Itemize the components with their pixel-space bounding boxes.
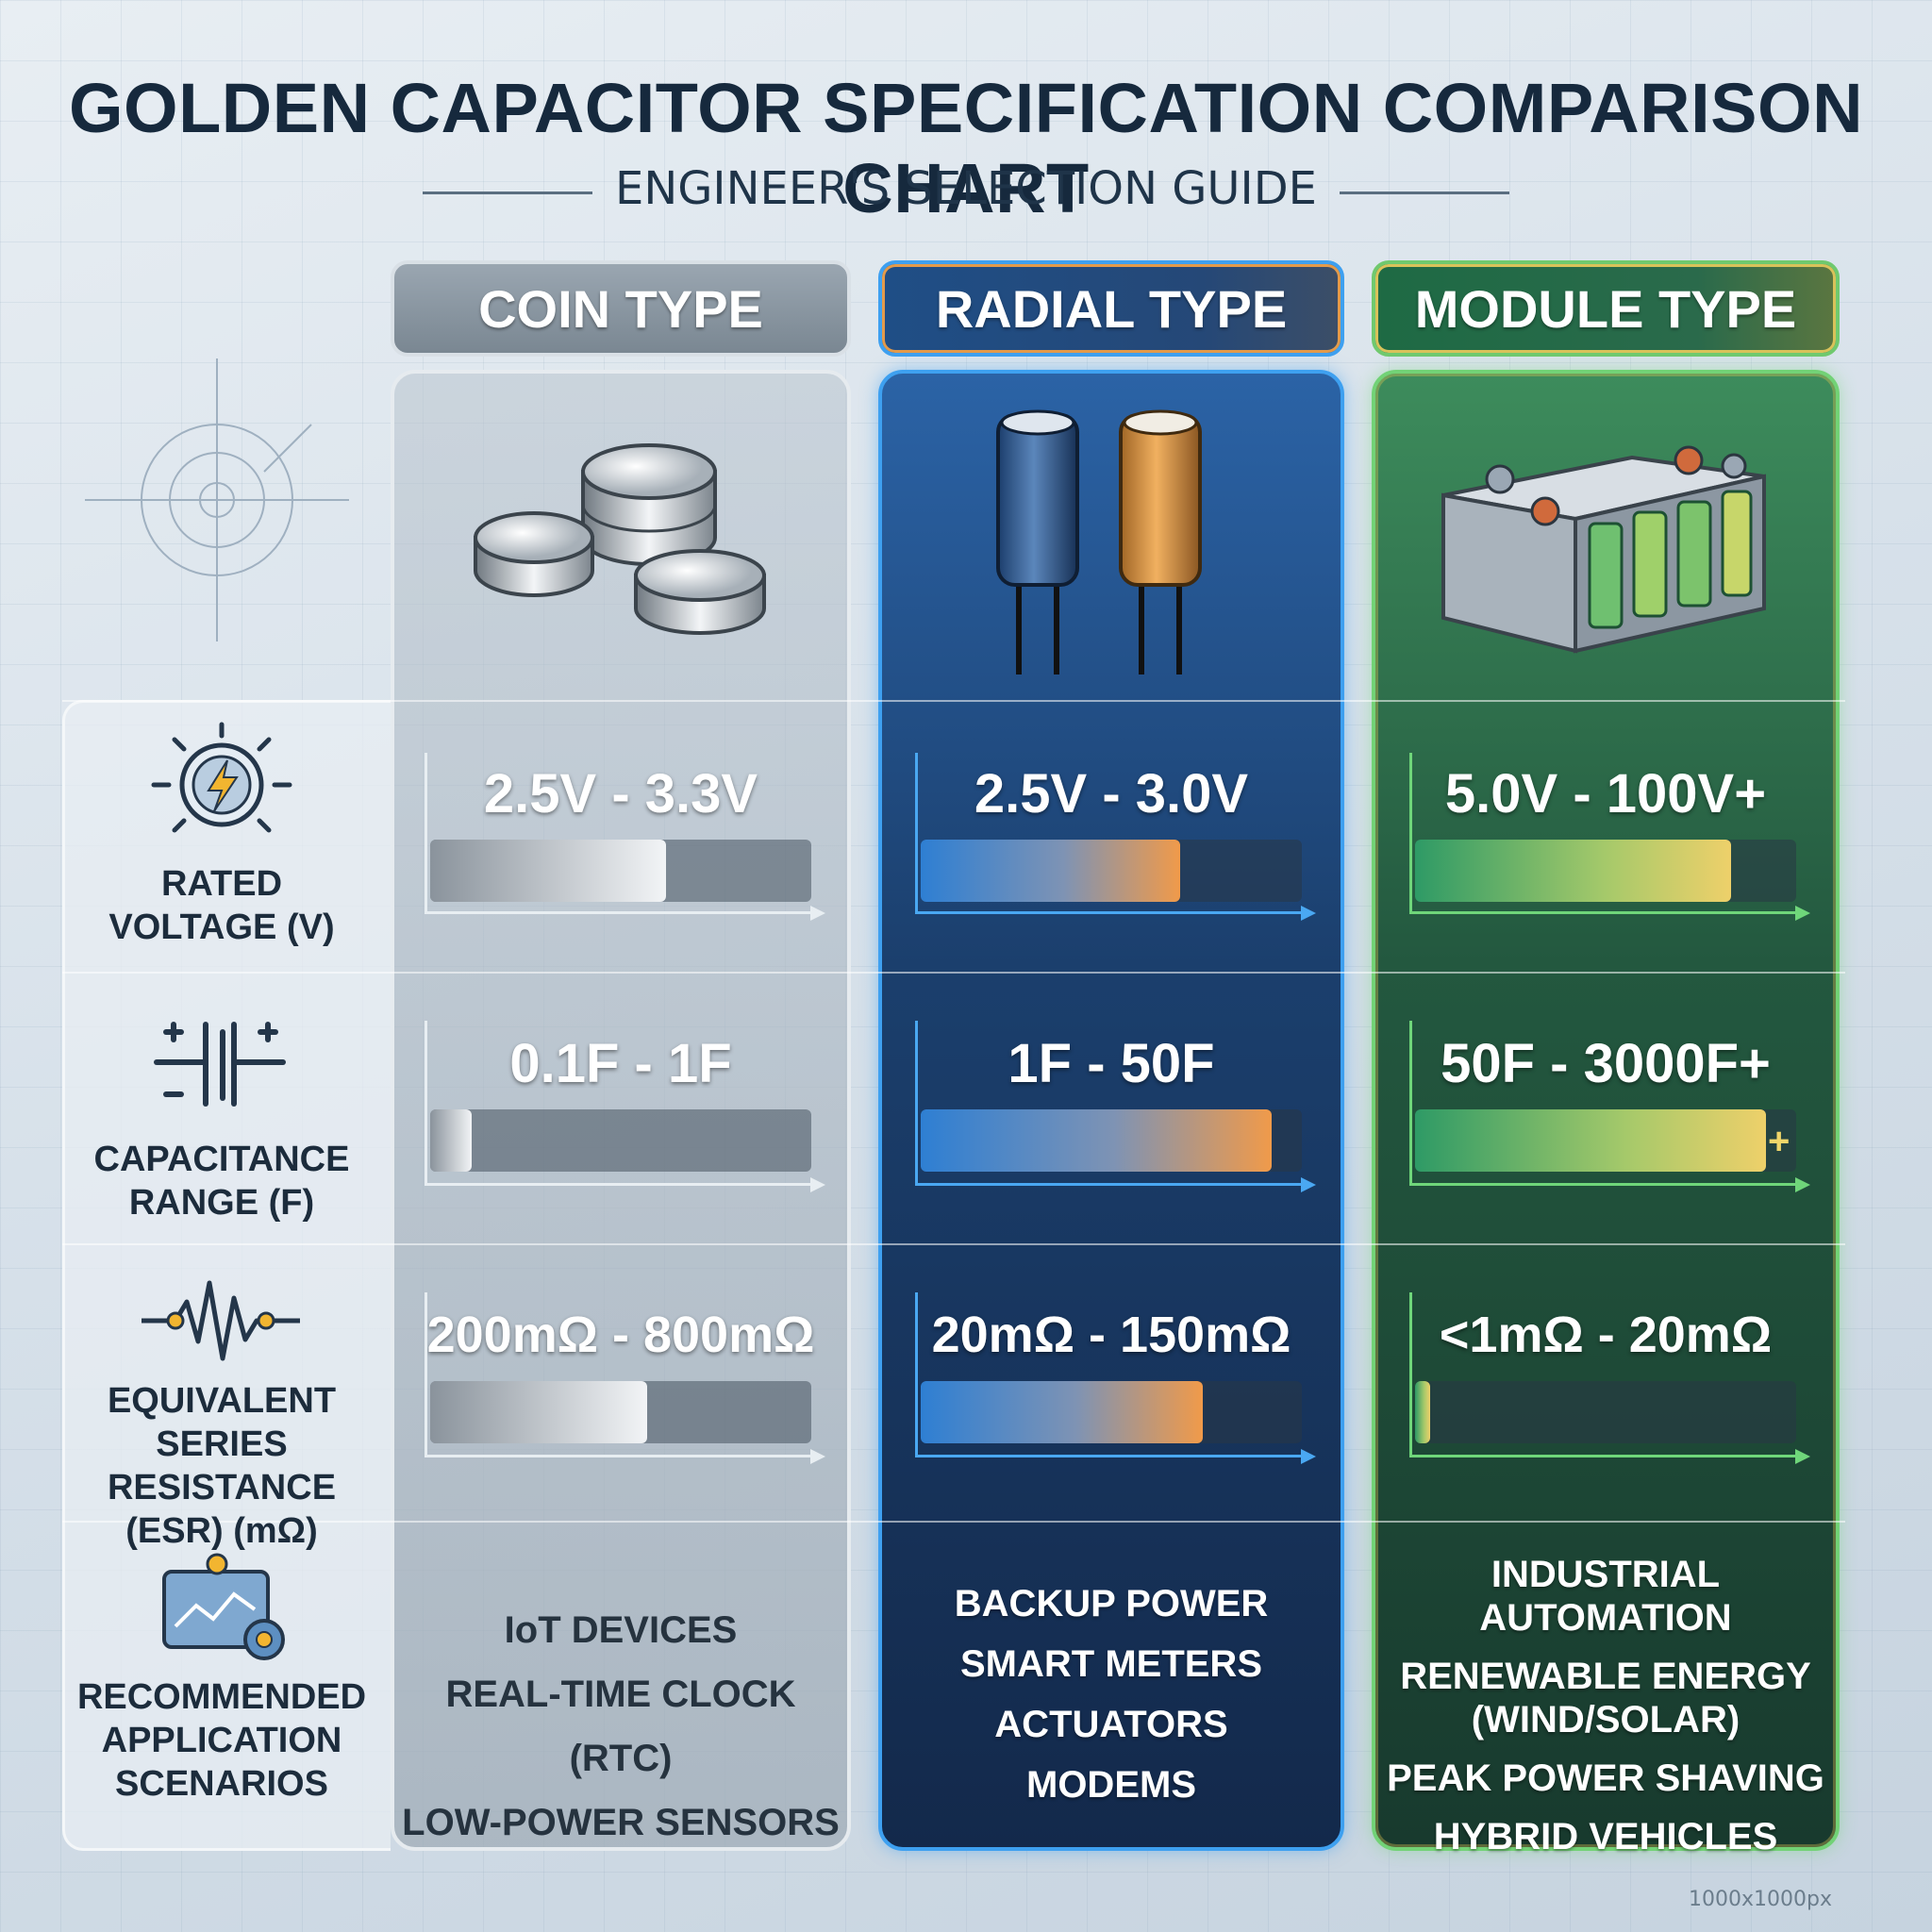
bar-fill: [430, 840, 667, 902]
value-label: 5.0V - 100V+: [1444, 763, 1767, 824]
row-label-capacitance: CAPACITANCE RANGE (F): [38, 1138, 406, 1224]
bar-track: [430, 840, 811, 902]
chart-axis: [425, 1292, 825, 1464]
column-header-coin: COIN TYPE: [391, 260, 851, 357]
bar-track: [1415, 1109, 1796, 1172]
bar-track: [921, 1109, 1302, 1172]
bar-fill: [921, 840, 1180, 902]
bar-track: [921, 1381, 1302, 1443]
lightning-gauge-icon: [151, 722, 292, 833]
value-label: 0.1F - 1F: [509, 1033, 732, 1094]
coin-cells-icon: [474, 443, 766, 635]
value-label: 2.5V - 3.3V: [483, 763, 758, 824]
radial-applications-list: BACKUP POWER SMART METERS ACTUATORS MODE…: [878, 1574, 1344, 1815]
bar-track: [1415, 840, 1796, 902]
subtitle-line-left: [423, 192, 592, 194]
value-label: 20mΩ - 150mΩ: [931, 1307, 1291, 1363]
row-label-apps: RECOMMENDED APPLICATION SCENARIOS: [38, 1675, 406, 1806]
page-title: GOLDEN CAPACITOR SPECIFICATION COMPARISO…: [68, 69, 1864, 227]
list-item: IoT DEVICES: [504, 1609, 738, 1651]
chart-axis: [1409, 1292, 1810, 1464]
bar-track: [921, 840, 1302, 902]
capacitor-symbol-icon: [154, 1022, 286, 1107]
bar-fill: [430, 1381, 648, 1443]
coin-applications-list: IoT DEVICES REAL-TIME CLOCK (RTC) LOW-PO…: [391, 1598, 851, 1855]
subtitle-line-right: [1340, 192, 1509, 194]
row-label-line: RECOMMENDED: [76, 1677, 367, 1717]
bar-track: [430, 1381, 811, 1443]
crosshair-decoration-icon: [85, 358, 349, 641]
bar-fill: [921, 1109, 1272, 1172]
resistor-wave-icon: [142, 1280, 300, 1361]
value-label: 2.5V - 3.0V: [974, 763, 1249, 824]
bar-track: [1415, 1381, 1796, 1443]
size-caption: 1000x1000px: [1689, 1888, 1832, 1911]
list-item: REAL-TIME CLOCK (RTC): [445, 1674, 796, 1779]
dashboard-icon: [162, 1553, 285, 1660]
bar-fill: [1415, 1381, 1431, 1443]
bar-fill: [430, 1109, 473, 1172]
row-label-line: EQUIVALENT: [107, 1381, 337, 1421]
row-label-line: VOLTAGE (V): [108, 908, 335, 947]
chart-axis: [425, 1021, 825, 1192]
list-item: (WIND/SOLAR): [1471, 1699, 1740, 1740]
row-divider: [62, 972, 1845, 974]
radial-capacitors-icon: [996, 409, 1202, 675]
list-item: INDUSTRIAL AUTOMATION: [1479, 1554, 1732, 1639]
page-subtitle: ENGINEER'S SELECTION GUIDE: [615, 162, 1317, 215]
bar-fill: [1415, 840, 1732, 902]
chart-axis: [915, 753, 1316, 921]
chart-axis: [915, 1021, 1316, 1192]
capacitor-module-icon: [1441, 445, 1766, 654]
row-label-voltage: RATED VOLTAGE (V): [38, 862, 406, 949]
list-item: HYBRID VEHICLES: [1433, 1816, 1778, 1857]
list-item: MODEMS: [1026, 1764, 1196, 1806]
row-label-line: RANGE (F): [128, 1183, 315, 1223]
list-item: RENEWABLE ENERGY: [1400, 1656, 1811, 1697]
value-label: <1mΩ - 20mΩ: [1439, 1307, 1773, 1363]
bar-fill: [1415, 1109, 1766, 1172]
row-label-line: RATED: [160, 864, 283, 904]
chart-axis: [425, 753, 825, 921]
list-item: ACTUATORS: [994, 1704, 1228, 1745]
row-label-line: SCENARIOS: [115, 1764, 328, 1804]
column-header-radial: RADIAL TYPE: [878, 260, 1344, 357]
row-divider: [62, 1243, 1845, 1245]
value-label: 1F - 50F: [1008, 1033, 1215, 1094]
value-label: 200mΩ - 800mΩ: [426, 1307, 815, 1363]
bar-track: [430, 1109, 811, 1172]
row-label-line: APPLICATION: [101, 1721, 342, 1760]
list-item: SMART METERS: [960, 1643, 1262, 1685]
chart-axis: [1409, 753, 1810, 921]
row-divider: [62, 700, 1845, 702]
list-item: BACKUP POWER: [954, 1583, 1269, 1624]
row-label-line: SERIES RESISTANCE: [107, 1424, 337, 1507]
chart-axis: [915, 1292, 1316, 1464]
list-item: PEAK POWER SHAVING: [1387, 1757, 1824, 1799]
column-header-module: MODULE TYPE: [1372, 260, 1840, 357]
chart-axis: [1409, 1021, 1810, 1192]
row-label-panel: [62, 700, 391, 1851]
overflow-plus-marker: +: [1768, 1121, 1790, 1162]
row-divider: [62, 1521, 1845, 1523]
row-label-esr: EQUIVALENT SERIES RESISTANCE (ESR) (mΩ): [38, 1379, 406, 1553]
list-item: LOW-POWER SENSORS: [402, 1802, 840, 1843]
bar-fill: [921, 1381, 1203, 1443]
row-label-line: (ESR) (mΩ): [125, 1511, 318, 1551]
module-applications-list: INDUSTRIAL AUTOMATION RENEWABLE ENERGY (…: [1372, 1553, 1840, 1858]
row-label-line: CAPACITANCE: [93, 1140, 350, 1179]
value-label: 50F - 3000F+: [1441, 1033, 1771, 1094]
